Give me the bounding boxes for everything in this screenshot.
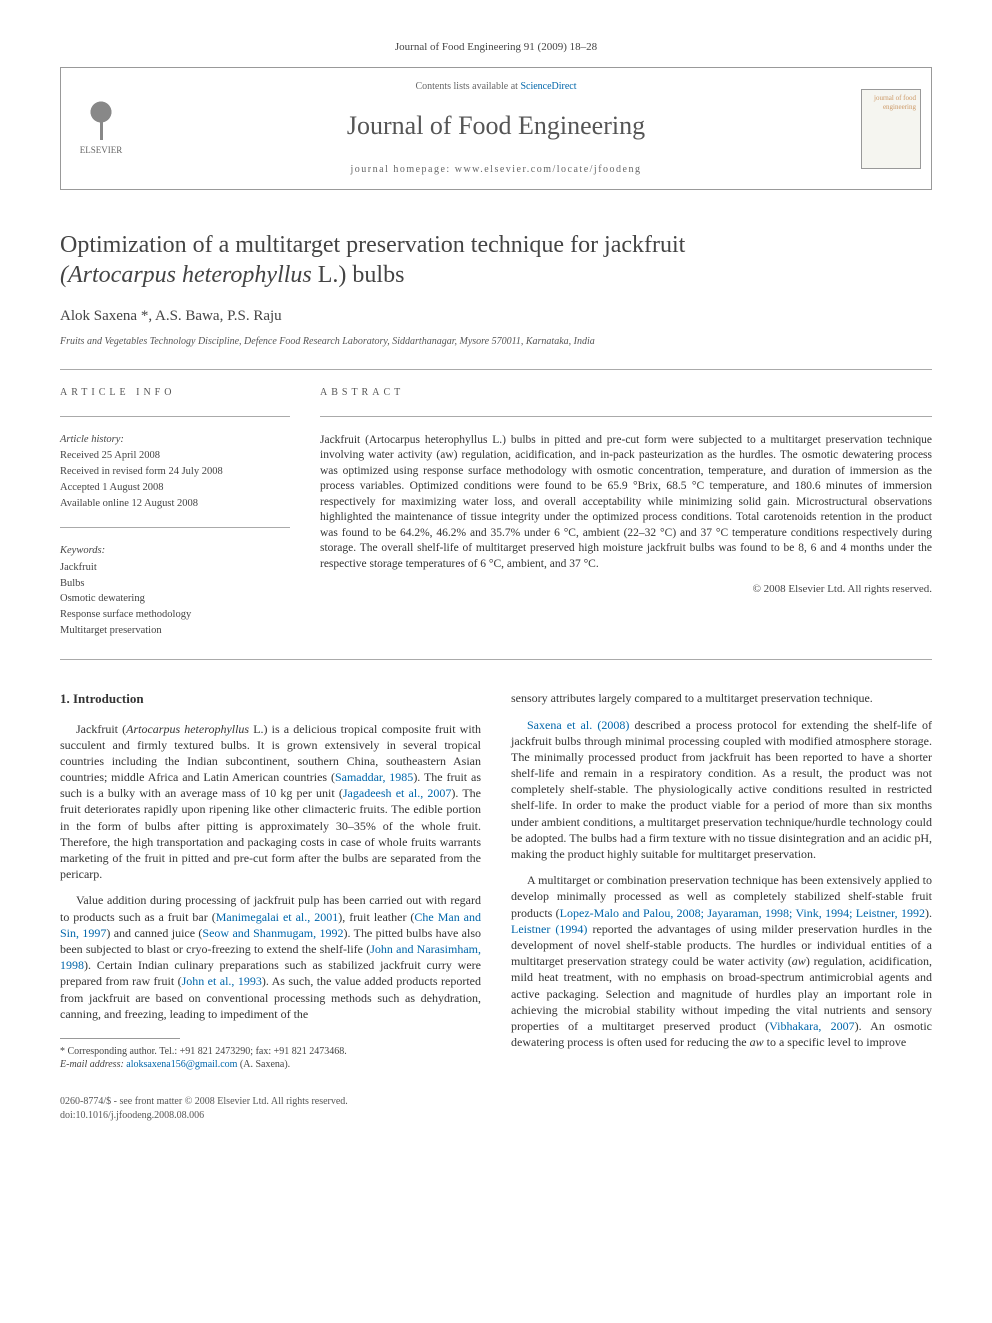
text: to a specific level to improve bbox=[764, 1035, 907, 1049]
keyword: Jackfruit bbox=[60, 561, 290, 576]
journal-header-box: ELSEVIER Contents lists available at Sci… bbox=[60, 67, 932, 189]
text: described a process protocol for extendi… bbox=[511, 718, 932, 862]
issn-line: 0260-8774/$ - see front matter © 2008 El… bbox=[60, 1095, 932, 1109]
keyword: Bulbs bbox=[60, 577, 290, 592]
publisher-name: ELSEVIER bbox=[80, 144, 123, 157]
citation[interactable]: John et al., 1993 bbox=[182, 974, 262, 988]
email-label: E-mail address: bbox=[60, 1059, 124, 1070]
intro-p2: Value addition during processing of jack… bbox=[60, 892, 481, 1022]
info-divider bbox=[60, 416, 290, 417]
elsevier-tree-icon bbox=[81, 100, 121, 140]
citation[interactable]: Seow and Shanmugam, 1992 bbox=[202, 926, 343, 940]
email-suffix: (A. Saxena). bbox=[237, 1059, 290, 1070]
contents-line: Contents lists available at ScienceDirec… bbox=[153, 80, 839, 94]
online-date: Available online 12 August 2008 bbox=[60, 497, 290, 512]
citation[interactable]: Leistner (1994) bbox=[511, 922, 587, 936]
front-matter-line: 0260-8774/$ - see front matter © 2008 El… bbox=[60, 1095, 932, 1123]
article-title: Optimization of a multitarget preservati… bbox=[60, 230, 932, 290]
text: ). The fruit deteriorates rapidly upon r… bbox=[60, 786, 481, 881]
right-column: sensory attributes largely compared to a… bbox=[511, 690, 932, 1071]
citation[interactable]: Vibhakara, 2007 bbox=[769, 1019, 854, 1033]
title-line2-rest: L.) bulbs bbox=[312, 262, 405, 288]
header-center: Contents lists available at ScienceDirec… bbox=[141, 68, 851, 188]
text: Jackfruit ( bbox=[76, 722, 126, 736]
corr-author-line: * Corresponding author. Tel.: +91 821 24… bbox=[60, 1045, 481, 1058]
received-date: Received 25 April 2008 bbox=[60, 449, 290, 464]
authors: Alok Saxena *, A.S. Bawa, P.S. Raju bbox=[60, 306, 932, 327]
history-heading: Article history: bbox=[60, 433, 290, 448]
info-abstract-row: ARTICLE INFO Article history: Received 2… bbox=[60, 386, 932, 640]
affiliation: Fruits and Vegetables Technology Discipl… bbox=[60, 335, 932, 349]
intro-body-right: sensory attributes largely compared to a… bbox=[511, 690, 932, 1050]
title-species: (Artocarpus heterophyllus bbox=[60, 262, 312, 288]
abstract-divider bbox=[320, 416, 932, 417]
intro-heading: 1. Introduction bbox=[60, 690, 481, 708]
copyright: © 2008 Elsevier Ltd. All rights reserved… bbox=[320, 582, 932, 597]
text: ). bbox=[925, 906, 932, 920]
citation[interactable]: Saxena et al. (2008) bbox=[527, 718, 629, 732]
elsevier-logo: ELSEVIER bbox=[61, 68, 141, 188]
email-line: E-mail address: aloksaxena156@gmail.com … bbox=[60, 1058, 481, 1071]
intro-body-left: Jackfruit (Artocarpus heterophyllus L.) … bbox=[60, 721, 481, 1022]
article-history: Article history: Received 25 April 2008 … bbox=[60, 433, 290, 511]
homepage-url[interactable]: www.elsevier.com/locate/jfoodeng bbox=[455, 164, 642, 175]
aw-symbol: aw bbox=[792, 954, 806, 968]
intro-p3: sensory attributes largely compared to a… bbox=[511, 690, 932, 706]
keywords-block: Keywords: Jackfruit Bulbs Osmotic dewate… bbox=[60, 544, 290, 638]
citation[interactable]: Manimegalai et al., 2001 bbox=[216, 910, 339, 924]
text: ), fruit leather ( bbox=[338, 910, 414, 924]
homepage-prefix: journal homepage: bbox=[351, 164, 455, 175]
title-line1: Optimization of a multitarget preservati… bbox=[60, 232, 685, 258]
intro-p4: Saxena et al. (2008) described a process… bbox=[511, 717, 932, 863]
article-info-label: ARTICLE INFO bbox=[60, 386, 290, 400]
divider bbox=[60, 369, 932, 370]
keywords-heading: Keywords: bbox=[60, 544, 290, 559]
homepage-line: journal homepage: www.elsevier.com/locat… bbox=[153, 163, 839, 177]
contents-prefix: Contents lists available at bbox=[415, 81, 520, 92]
email-address[interactable]: aloksaxena156@gmail.com bbox=[126, 1059, 237, 1070]
intro-p1: Jackfruit (Artocarpus heterophyllus L.) … bbox=[60, 721, 481, 883]
sciencedirect-link[interactable]: ScienceDirect bbox=[520, 81, 576, 92]
intro-p5: A multitarget or combination preservatio… bbox=[511, 872, 932, 1050]
citation[interactable]: Lopez-Malo and Palou, 2008; Jayaraman, 1… bbox=[560, 906, 925, 920]
species-name: Artocarpus heterophyllus bbox=[126, 722, 249, 736]
body-columns: 1. Introduction Jackfruit (Artocarpus he… bbox=[60, 690, 932, 1071]
text: ) and canned juice ( bbox=[106, 926, 202, 940]
left-column: 1. Introduction Jackfruit (Artocarpus he… bbox=[60, 690, 481, 1071]
doi-line: doi:10.1016/j.jfoodeng.2008.08.006 bbox=[60, 1109, 932, 1123]
keyword: Osmotic dewatering bbox=[60, 592, 290, 607]
journal-name: Journal of Food Engineering bbox=[153, 108, 839, 144]
abstract-text: Jackfruit (Artocarpus heterophyllus L.) … bbox=[320, 433, 932, 573]
citation[interactable]: Samaddar, 1985 bbox=[335, 770, 413, 784]
journal-cover: journal of food engineering bbox=[851, 68, 931, 188]
journal-reference: Journal of Food Engineering 91 (2009) 18… bbox=[60, 40, 932, 55]
corresponding-author-footnote: * Corresponding author. Tel.: +91 821 24… bbox=[60, 1045, 481, 1071]
accepted-date: Accepted 1 August 2008 bbox=[60, 481, 290, 496]
aw-symbol: aw bbox=[750, 1035, 764, 1049]
keyword: Response surface methodology bbox=[60, 608, 290, 623]
citation[interactable]: Jagadeesh et al., 2007 bbox=[343, 786, 452, 800]
info-divider-2 bbox=[60, 527, 290, 528]
main-divider bbox=[60, 659, 932, 660]
article-info: ARTICLE INFO Article history: Received 2… bbox=[60, 386, 290, 640]
cover-thumbnail: journal of food engineering bbox=[861, 89, 921, 169]
footnote-divider bbox=[60, 1038, 180, 1039]
keyword: Multitarget preservation bbox=[60, 624, 290, 639]
abstract-column: ABSTRACT Jackfruit (Artocarpus heterophy… bbox=[320, 386, 932, 640]
abstract-label: ABSTRACT bbox=[320, 386, 932, 400]
revised-date: Received in revised form 24 July 2008 bbox=[60, 465, 290, 480]
